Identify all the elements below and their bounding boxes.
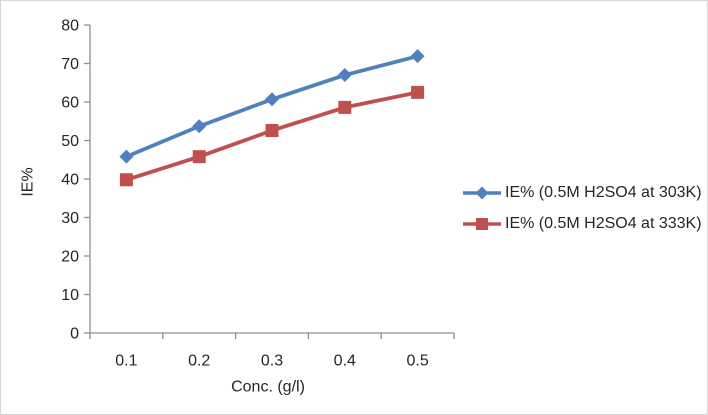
legend-swatch-303k bbox=[463, 186, 501, 199]
legend-swatch-marker bbox=[475, 186, 489, 199]
y-axis-tick-label: 20 bbox=[61, 249, 79, 266]
x-axis-tick-label: 0.3 bbox=[261, 353, 283, 370]
x-axis-title: Conc. (g/l) bbox=[231, 379, 305, 396]
data-point-diamond-303k bbox=[119, 149, 134, 164]
legend-label-303k: IE% (0.5M H2SO4 at 303K) bbox=[505, 183, 702, 201]
y-axis-title: IE% bbox=[20, 167, 37, 196]
y-axis-tick-label: 10 bbox=[61, 287, 79, 304]
data-point-square-333k bbox=[265, 123, 279, 137]
data-point-square-333k bbox=[119, 173, 133, 187]
x-axis-tick-label: 0.2 bbox=[188, 353, 210, 370]
chart-legend: IE% (0.5M H2SO4 at 303K) IE% (0.5M H2SO4… bbox=[462, 179, 702, 237]
axes: 0 10 20 30 40 50 60 70 80 0.1 0.2 0.3 0.4 0.5 Conc. (g… bbox=[20, 18, 455, 396]
legend-label-333k: IE% (0.5M H2SO4 at 333K) bbox=[505, 214, 702, 232]
legend-item-303k: IE% (0.5M H2SO4 at 303K) bbox=[462, 179, 702, 206]
legend-item-333k: IE% (0.5M H2SO4 at 333K) bbox=[462, 210, 702, 237]
y-axis-tick-label: 50 bbox=[61, 133, 79, 150]
y-axis-tick-label: 60 bbox=[61, 95, 79, 112]
legend-swatch-333k bbox=[463, 217, 501, 230]
data-point-diamond-303k bbox=[410, 49, 425, 64]
data-point-square-333k bbox=[338, 100, 352, 114]
y-axis-tick-label: 80 bbox=[61, 18, 79, 35]
data-point-diamond-303k bbox=[265, 92, 279, 107]
data-point-diamond-303k bbox=[192, 119, 207, 134]
y-axis-tick-label: 30 bbox=[61, 210, 79, 227]
y-axis-tick-label: 70 bbox=[61, 56, 79, 73]
data-point-diamond-303k bbox=[337, 68, 352, 83]
series-333k bbox=[119, 85, 425, 187]
x-axis-tick-label: 0.1 bbox=[115, 353, 137, 370]
data-point-square-333k bbox=[192, 150, 206, 164]
x-axis-tick-label: 0.4 bbox=[334, 353, 356, 370]
data-point-square-333k bbox=[411, 85, 425, 99]
y-axis-tick-label: 40 bbox=[61, 172, 79, 189]
series-line-303k bbox=[124, 54, 420, 159]
legend-swatch-marker bbox=[476, 217, 488, 230]
y-axis-tick-label: 0 bbox=[70, 326, 79, 343]
series-303k bbox=[119, 49, 425, 164]
x-axis-tick-label: 0.5 bbox=[406, 353, 428, 370]
